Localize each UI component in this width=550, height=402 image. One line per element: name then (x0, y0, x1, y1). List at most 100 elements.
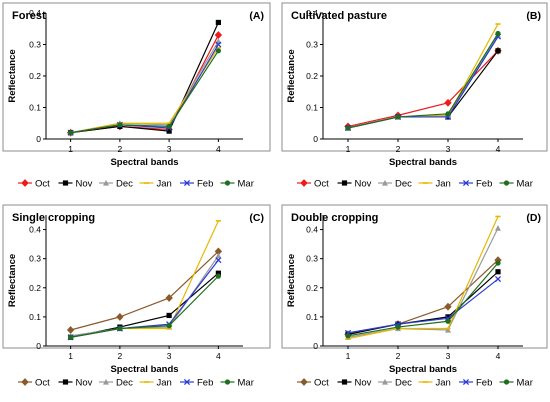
legend-item-feb: Feb (180, 378, 213, 389)
legend-item-mar: Mar (499, 378, 533, 389)
legend-label: Mar (238, 378, 254, 389)
legend-item-nov: Nov (58, 378, 93, 389)
legend-marker (183, 378, 191, 386)
x-tick-label: 1 (346, 351, 351, 361)
legend-label: Dec (116, 378, 133, 389)
x-axis-label: Spectral bands (389, 157, 457, 168)
x-tick-label: 4 (216, 144, 221, 154)
data-point (68, 334, 74, 340)
data-point (444, 98, 452, 107)
x-tick-label: 4 (496, 351, 501, 361)
y-tick-label: 0.4 (306, 8, 318, 18)
legend-label: Feb (197, 179, 213, 190)
x-axis-label: Spectral bands (110, 157, 178, 168)
data-point (445, 326, 451, 333)
y-tick-label: 0.2 (306, 71, 318, 81)
legend-marker (103, 378, 109, 385)
legend-item-dec: Dec (99, 378, 133, 389)
x-axis-label: Spectral bands (110, 364, 178, 375)
legend-item-oct: Oct (297, 378, 329, 389)
legend-item-oct: Oct (297, 179, 329, 190)
series-mar (68, 48, 221, 136)
series-line-nov (70, 22, 219, 134)
panel-frame (2, 2, 271, 152)
data-point (494, 275, 502, 283)
legend-marker (183, 179, 191, 187)
x-tick-label: 3 (446, 351, 451, 361)
legend-label: Mar (517, 378, 533, 389)
legend-item-oct: Oct (18, 179, 50, 190)
x-tick-label: 1 (68, 144, 73, 154)
data-point (395, 324, 401, 330)
legend-label: Oct (314, 179, 329, 190)
legend-label: Oct (35, 179, 50, 190)
data-point (215, 257, 222, 264)
data-point (68, 130, 74, 136)
data-point (215, 19, 221, 26)
y-tick-label: 0.1 (306, 312, 318, 322)
legend-marker (341, 379, 348, 385)
legend-label: Jan (157, 378, 172, 389)
data-point (445, 318, 451, 324)
y-tick-label: 0.1 (306, 103, 318, 113)
x-axis-label: Spectral bands (389, 364, 457, 375)
data-point (165, 294, 173, 302)
legend-label: Feb (197, 378, 213, 389)
legend-label: Jan (436, 378, 451, 389)
panel-title: Double cropping (291, 212, 378, 224)
x-tick-label: 2 (396, 351, 401, 361)
legend-marker (224, 379, 231, 385)
y-axis-label: Reflectance (7, 49, 18, 102)
x-tick-label: 3 (167, 351, 172, 361)
data-point (345, 333, 351, 339)
legend-marker (21, 378, 29, 386)
legend-item-feb: Feb (459, 179, 492, 190)
panel-frame (281, 204, 548, 349)
data-point (444, 302, 452, 311)
legend-label: Mar (238, 179, 254, 190)
data-point (345, 125, 351, 131)
data-point (166, 312, 172, 319)
data-point (215, 273, 221, 279)
data-point (495, 48, 501, 54)
legend-item-nov: Nov (337, 378, 372, 389)
legend-item-jan: Jan (139, 179, 172, 190)
y-axis-label: Reflectance (286, 254, 297, 307)
panel-double-cropping: Double cropping (D) 0 0.1 0.2 0.3 0.4 1 2 3 4 Spect… (281, 204, 548, 375)
data-point (117, 325, 123, 332)
data-point (495, 225, 501, 231)
x-tick-label: 1 (68, 351, 73, 361)
series-line-jan (347, 216, 499, 340)
panel-frame (281, 2, 548, 152)
series-line-mar (347, 33, 499, 129)
legend-marker (62, 180, 69, 186)
y-axis-label: Reflectance (7, 254, 18, 307)
legend-marker (462, 378, 470, 386)
series-mar (68, 273, 221, 340)
panel-frame (2, 204, 271, 349)
y-tick-label: 0.4 (306, 225, 318, 235)
y-tick-label: 0 (313, 134, 318, 144)
legend-marker (382, 378, 388, 385)
series-line-feb (347, 278, 499, 334)
legend-label: Oct (314, 378, 329, 389)
data-point (495, 260, 501, 266)
legend-label: Mar (517, 179, 533, 190)
y-tick-label: 0.4 (29, 225, 41, 235)
y-tick-label: 0.1 (29, 312, 41, 322)
panel-label: (D) (526, 212, 541, 224)
legend-label: Oct (35, 378, 50, 389)
legend-marker (462, 179, 470, 187)
x-tick-label: 2 (118, 351, 123, 361)
y-tick-label: 0.2 (306, 283, 318, 293)
series-line-dec (347, 227, 499, 338)
data-point (215, 41, 222, 48)
legend-item-feb: Feb (459, 378, 492, 389)
legend-marker (503, 180, 510, 186)
legend-item-nov: Nov (58, 179, 93, 190)
legend-item-mar: Mar (220, 378, 254, 389)
data-point (166, 123, 172, 129)
legend-label: Jan (436, 179, 451, 190)
y-tick-label: 0.3 (29, 254, 41, 264)
data-point (166, 323, 172, 329)
